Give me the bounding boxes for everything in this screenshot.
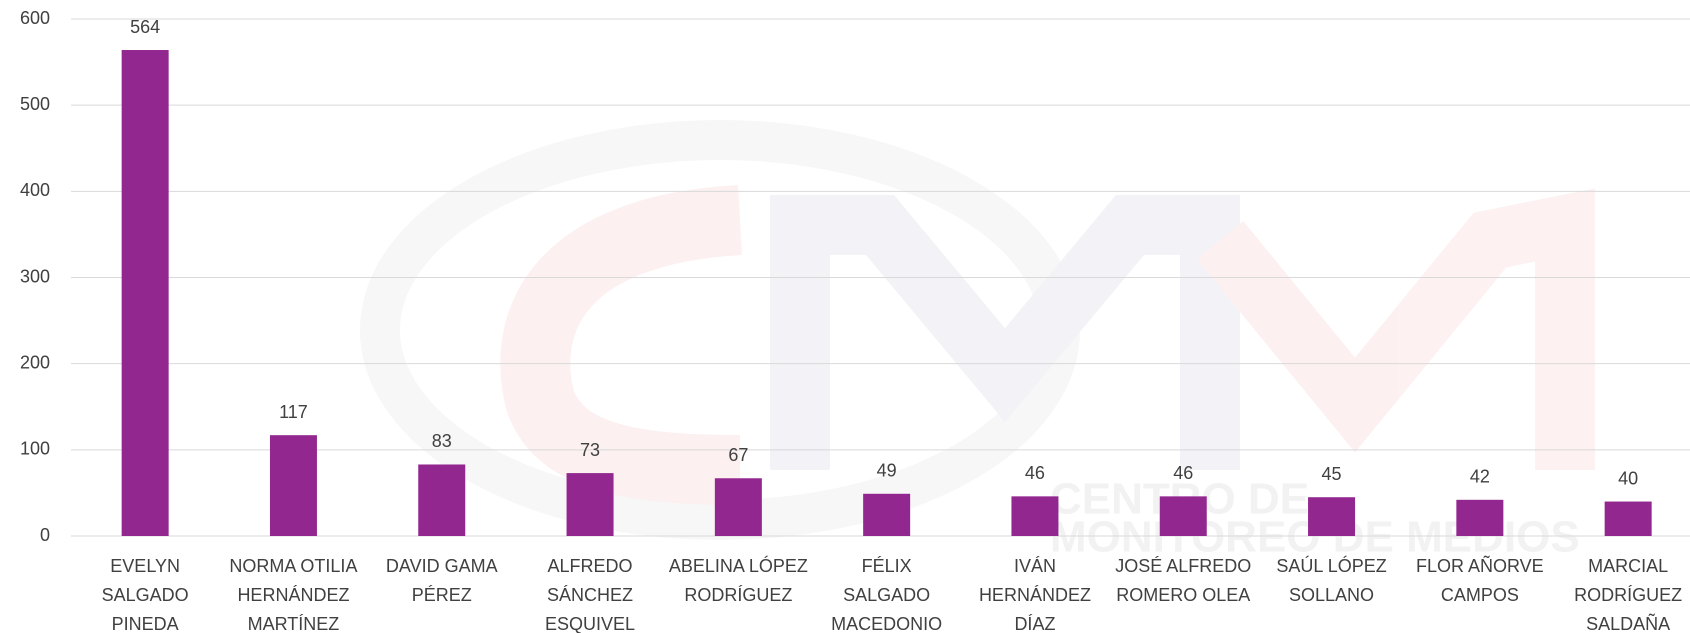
data-label: 45 bbox=[1322, 464, 1342, 484]
x-tick-label: NORMA OTILIA HERNÁNDEZ MARTÍNEZ bbox=[229, 556, 357, 633]
x-tick-line: RODRÍGUEZ bbox=[1574, 585, 1682, 605]
data-label: 40 bbox=[1618, 468, 1638, 488]
bar bbox=[269, 435, 317, 536]
bar bbox=[121, 50, 169, 537]
y-tick-label: 500 bbox=[20, 94, 50, 114]
x-tick-line: SOLLANO bbox=[1289, 585, 1374, 605]
y-tick-label: 200 bbox=[20, 352, 50, 372]
watermark-logo bbox=[360, 120, 1595, 540]
x-tick-label: MARCIAL RODRÍGUEZ SALDAÑA bbox=[1574, 556, 1682, 633]
data-label: 73 bbox=[580, 440, 600, 460]
x-tick-line: ABELINA LÓPEZ bbox=[669, 555, 808, 576]
x-tick-line: DAVID GAMA bbox=[386, 556, 498, 576]
bar bbox=[863, 493, 911, 536]
y-tick-label: 0 bbox=[40, 525, 50, 545]
bar bbox=[1011, 496, 1059, 536]
x-tick-label: FÉLIX SALGADO MACEDONIO bbox=[831, 556, 942, 633]
bar bbox=[418, 464, 466, 536]
y-tick-label: 400 bbox=[20, 180, 50, 200]
bar bbox=[566, 473, 614, 536]
x-tick-line: EVELYN bbox=[110, 556, 180, 576]
x-tick-label: EVELYN SALGADO PINEDA bbox=[102, 556, 189, 633]
x-tick-line: FLOR AÑORVE bbox=[1416, 555, 1544, 576]
watermark-m2 bbox=[1196, 188, 1595, 470]
x-tick-line: IVÁN bbox=[1014, 556, 1056, 576]
bar bbox=[1159, 496, 1207, 536]
y-tick-label: 100 bbox=[20, 439, 50, 459]
data-label: 46 bbox=[1025, 463, 1045, 483]
y-tick-label: 300 bbox=[20, 266, 50, 286]
x-tick-line: CAMPOS bbox=[1441, 585, 1519, 605]
x-tick-label: DAVID GAMA PÉREZ bbox=[386, 556, 498, 605]
x-tick-line: NORMA OTILIA bbox=[229, 556, 357, 576]
x-tick-line: SALGADO bbox=[843, 585, 930, 605]
y-tick-label: 600 bbox=[20, 8, 50, 28]
data-label: 67 bbox=[728, 445, 748, 465]
bar bbox=[1604, 501, 1652, 536]
data-label: 83 bbox=[432, 431, 452, 451]
bar bbox=[714, 478, 762, 536]
data-label: 117 bbox=[279, 402, 308, 422]
data-label: 564 bbox=[130, 17, 160, 37]
x-tick-line: SÁNCHEZ bbox=[547, 585, 633, 605]
data-label: 42 bbox=[1470, 467, 1490, 487]
x-tick-line: JOSÉ ALFREDO bbox=[1115, 556, 1251, 576]
bar bbox=[1308, 497, 1356, 536]
x-tick-line: SALDAÑA bbox=[1586, 613, 1670, 633]
x-tick-line: SALGADO bbox=[102, 585, 189, 605]
data-label: 49 bbox=[877, 461, 897, 481]
x-tick-label: JOSÉ ALFREDO ROMERO OLEA bbox=[1115, 556, 1251, 605]
x-tick-line: RODRÍGUEZ bbox=[684, 585, 792, 605]
data-label: 46 bbox=[1173, 463, 1193, 483]
x-tick-line: HERNÁNDEZ bbox=[979, 585, 1091, 605]
x-tick-label: ALFREDO SÁNCHEZ ESQUIVEL bbox=[545, 556, 635, 633]
bar bbox=[1456, 499, 1504, 536]
x-tick-label: IVÁN HERNÁNDEZ DÍAZ bbox=[979, 556, 1091, 633]
watermark-c bbox=[500, 185, 743, 505]
x-tick-line: PÉREZ bbox=[412, 585, 472, 605]
x-tick-label: SAÚL LÓPEZ SOLLANO bbox=[1276, 555, 1386, 605]
x-tick-line: ROMERO OLEA bbox=[1116, 585, 1250, 605]
watermark-m1 bbox=[770, 195, 1240, 470]
x-tick-line: SAÚL LÓPEZ bbox=[1276, 555, 1386, 576]
x-tick-line: ALFREDO bbox=[548, 556, 633, 576]
x-tick-line: MARTÍNEZ bbox=[248, 614, 340, 633]
x-tick-line: PINEDA bbox=[112, 614, 179, 633]
x-tick-line: MARCIAL bbox=[1588, 556, 1668, 576]
x-tick-label: ABELINA LÓPEZ RODRÍGUEZ bbox=[669, 555, 808, 605]
x-tick-line: HERNÁNDEZ bbox=[237, 585, 349, 605]
x-tick-line: ESQUIVEL bbox=[545, 614, 635, 633]
x-tick-line: MACEDONIO bbox=[831, 614, 942, 633]
x-tick-line: DÍAZ bbox=[1014, 614, 1055, 633]
x-tick-label: FLOR AÑORVE CAMPOS bbox=[1416, 555, 1544, 605]
x-tick-line: FÉLIX bbox=[862, 556, 912, 576]
